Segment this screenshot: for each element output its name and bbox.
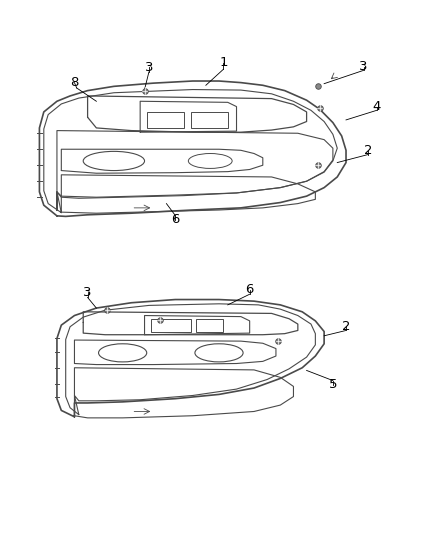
Text: 6: 6 — [171, 213, 180, 226]
Text: 4: 4 — [372, 100, 381, 113]
Text: 1: 1 — [219, 56, 228, 69]
Text: 8: 8 — [70, 76, 79, 89]
Bar — [151, 319, 191, 332]
Text: 5: 5 — [328, 378, 337, 391]
Text: 3: 3 — [83, 286, 92, 298]
Text: 6: 6 — [245, 284, 254, 296]
Text: 3: 3 — [359, 60, 368, 73]
Bar — [196, 319, 223, 332]
Text: 2: 2 — [342, 320, 350, 333]
Bar — [147, 112, 184, 128]
Text: 3: 3 — [145, 61, 153, 74]
Bar — [191, 112, 228, 128]
Text: 2: 2 — [364, 144, 372, 157]
